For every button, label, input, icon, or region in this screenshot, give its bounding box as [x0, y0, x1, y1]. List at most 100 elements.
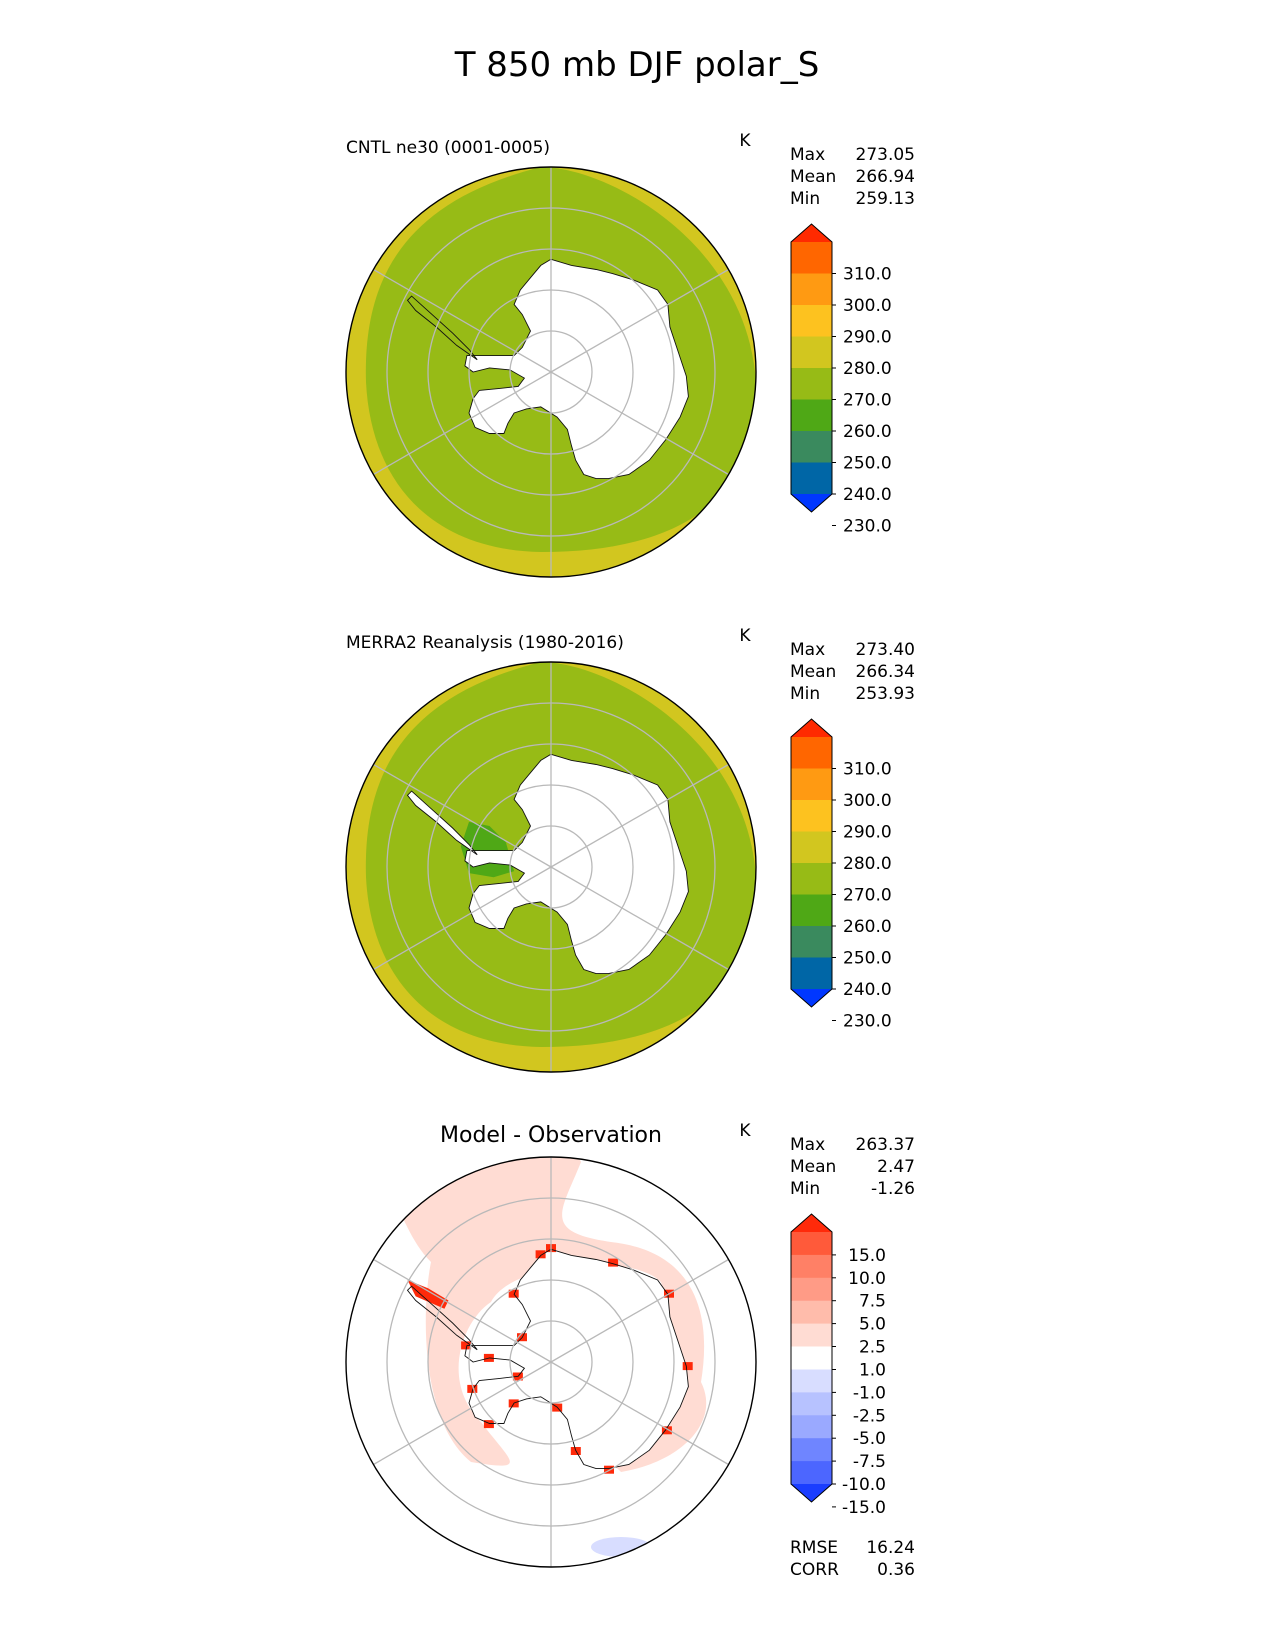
stat-label: Min	[790, 189, 820, 209]
panel-title: Model - Observation	[440, 1123, 662, 1148]
meridian-line	[373, 268, 552, 373]
peninsula	[407, 296, 478, 360]
antarctica-land	[464, 259, 689, 479]
peninsula-coastline	[406, 295, 478, 361]
colorbar-extend-bottom	[791, 1484, 832, 1502]
colorbar: 310.0 300.0 290.0 280.0 270.0 260.0 250.0 240.0…	[790, 223, 892, 537]
meridian-line	[550, 1361, 729, 1466]
colorbar-tick-label: 270.0	[843, 886, 892, 906]
colorbar-tick-label: -15.0	[842, 1498, 886, 1518]
stat-label: Max	[790, 640, 825, 660]
map-boundary	[345, 661, 757, 1073]
stat-value: 16.24	[866, 1538, 915, 1558]
colorbar-extend-top	[791, 1214, 832, 1232]
colorbar-tick-label: -10.0	[842, 1475, 886, 1495]
colorbar-swatch	[791, 431, 832, 463]
colorbar-swatch	[791, 1415, 832, 1439]
colorbar-extend-top	[791, 224, 832, 242]
map-field	[346, 167, 756, 577]
colorbar-tick-label: 2.5	[859, 1338, 886, 1358]
gridlines	[373, 167, 729, 577]
gridlines	[373, 662, 729, 1072]
coastal-anomaly	[483, 1420, 494, 1429]
stat-value: 2.47	[877, 1157, 915, 1177]
gridlines	[373, 1157, 729, 1567]
panel-title: CNTL ne30 (0001-0005)	[346, 138, 550, 158]
colorbar-swatch	[791, 863, 832, 895]
colorbar-swatch	[791, 957, 832, 990]
coastal-anomaly	[467, 1384, 478, 1393]
colorbar-tick-label: 260.0	[843, 917, 892, 937]
colorbar-tick-label: 310.0	[843, 265, 892, 285]
colorbar-swatch	[791, 894, 832, 927]
peninsula	[407, 791, 478, 855]
colorbar-tick-label: 230.0	[843, 517, 892, 537]
stat-value: 273.05	[856, 145, 915, 165]
meridian-line	[550, 371, 729, 476]
colorbar-swatch	[791, 242, 832, 274]
colorbar-tick-label: 310.0	[843, 760, 892, 780]
stat-value: 273.40	[856, 640, 915, 660]
colorbar-swatch	[791, 1323, 832, 1347]
panel-3: Model - Observation K Max 263.37 Mean 2.47 Min…	[345, 1121, 915, 1580]
stat-label: Mean	[790, 662, 836, 682]
colorbar: 15.0 10.0 7.5 5.0 2.5 1.0-1.0 -2.5 -5.0 -7.5 -10.…	[790, 1213, 886, 1518]
colorbar-tick-label: 7.5	[859, 1292, 886, 1312]
colorbar-tick-label: 10.0	[848, 1269, 886, 1289]
coastal-anomaly	[682, 1362, 693, 1371]
coastal-anomaly	[508, 1289, 519, 1298]
stat-label: Max	[790, 145, 825, 165]
meridian-line	[373, 1258, 552, 1363]
stat-value: 259.13	[856, 189, 915, 209]
stat-label: Mean	[790, 167, 836, 187]
colorbar-swatch	[791, 1277, 832, 1302]
colorbar-swatch	[791, 1369, 832, 1393]
colorbar-tick-label: 1.0	[859, 1361, 886, 1381]
colorbar-tick-label: 15.0	[848, 1246, 886, 1266]
colorbar-tick-label: -2.5	[853, 1406, 886, 1426]
colorbar-swatch	[791, 1392, 832, 1416]
colorbar-swatch	[791, 926, 832, 958]
antarctica-land	[464, 754, 689, 974]
colorbar-swatch	[791, 1346, 832, 1370]
colorbar-tick-label: -7.5	[853, 1452, 886, 1472]
colorbar-swatch	[791, 273, 832, 306]
colorbar-tick-label: 280.0	[843, 359, 892, 379]
map-boundary	[345, 1156, 757, 1568]
peninsula-anomaly	[407, 1280, 449, 1309]
colorbar-tick-label: 270.0	[843, 391, 892, 411]
stat-value: 0.36	[877, 1560, 915, 1580]
colorbar-tick-label: 300.0	[843, 296, 892, 316]
colorbar-swatch	[791, 1300, 832, 1325]
coastal-anomaly	[461, 1341, 472, 1350]
colorbar-swatch	[791, 768, 832, 801]
panel-1: CNTL ne30 (0001-0005) K Max 273.05 Mean 266.9…	[345, 131, 915, 578]
meridian-line	[373, 763, 552, 868]
colorbar-tick-label: -5.0	[853, 1429, 886, 1449]
colorbar-extend-bottom	[791, 989, 832, 1007]
stat-value: 266.94	[856, 167, 915, 187]
stat-label: CORR	[790, 1560, 839, 1580]
panel-2: MERRA2 Reanalysis (1980-2016) K Max 273.40 M…	[345, 626, 915, 1073]
colorbar-swatch	[791, 831, 832, 864]
meridian-line	[550, 1258, 729, 1363]
colorbar-swatch	[791, 336, 832, 369]
colorbar-swatch	[791, 1254, 832, 1279]
coastal-anomaly	[604, 1465, 614, 1474]
map-field	[346, 1157, 756, 1567]
stat-value: 266.34	[856, 662, 915, 682]
colorbar-tick-label: 230.0	[843, 1012, 892, 1032]
map-boundary	[345, 166, 757, 578]
colorbar-tick-label: 250.0	[843, 949, 892, 969]
colorbar-tick-label: 300.0	[843, 791, 892, 811]
peninsula-coastline	[406, 790, 478, 856]
colorbar-tick-label: 290.0	[843, 328, 892, 348]
stat-label: Min	[790, 1179, 820, 1199]
colorbar-tick-label: 260.0	[843, 422, 892, 442]
colorbar-tick-label: 290.0	[843, 823, 892, 843]
colorbar-swatch	[791, 462, 832, 495]
colorbar-tick-label: 250.0	[843, 454, 892, 474]
stat-value: 263.37	[856, 1135, 915, 1155]
stat-value: -1.26	[871, 1179, 915, 1199]
